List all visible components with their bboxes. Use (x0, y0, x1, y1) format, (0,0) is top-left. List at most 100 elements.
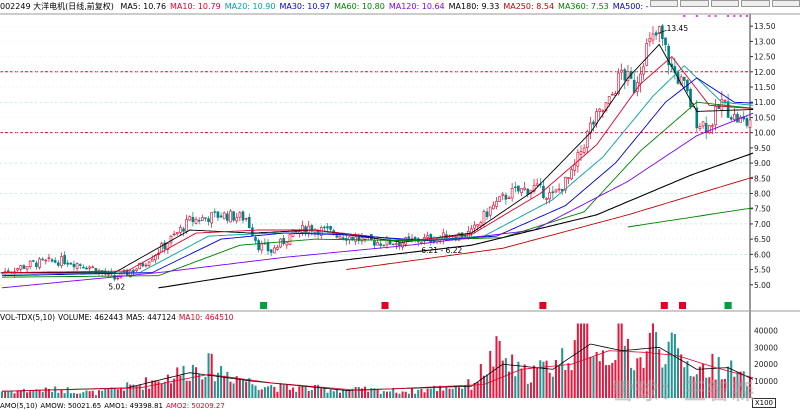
price-tick-label: 12.50 (754, 53, 776, 62)
volume-bar (16, 390, 19, 398)
candle-body (66, 262, 70, 265)
candle-body (513, 186, 517, 188)
volume-bar (323, 386, 326, 398)
volume-bar (342, 389, 345, 398)
candle-body (326, 226, 329, 229)
volume-bar (476, 382, 479, 398)
candle-body (288, 234, 292, 245)
volume-bar (104, 388, 107, 398)
volume-bar (479, 364, 482, 398)
candle-body (607, 96, 611, 104)
top-marker (727, 15, 730, 17)
volume-bar (529, 382, 532, 398)
volume-bar (248, 378, 251, 398)
volume-bar (489, 350, 492, 398)
candle-body (82, 267, 85, 269)
volume-legend-item-3: MA10: 464510 (178, 313, 234, 322)
volume-bar (698, 366, 701, 398)
volume-bar (32, 390, 35, 398)
volume-bar (670, 332, 673, 398)
volume-bar (263, 387, 266, 398)
candle-body (582, 147, 586, 153)
candle-body (401, 242, 404, 248)
candle-body (492, 204, 495, 210)
x100-label[interactable]: X100 (751, 398, 776, 408)
candle-body (413, 236, 417, 240)
volume-bar (201, 379, 204, 398)
candle-body (60, 256, 63, 266)
candle-body (623, 69, 627, 81)
candle-body (642, 66, 645, 75)
event-marker (260, 302, 268, 309)
top-marker (739, 15, 742, 17)
volume-bar (44, 387, 47, 398)
candle-body (485, 211, 489, 218)
candle-body (144, 264, 148, 267)
volume-bar (683, 367, 686, 398)
price-tick-label: 6.50 (754, 235, 771, 244)
candle-body (35, 262, 38, 268)
top-marker (745, 15, 748, 17)
volume-bar (376, 388, 379, 398)
candle-body (88, 266, 91, 269)
candle-body (72, 263, 76, 268)
candle-body (667, 45, 670, 66)
candle-body (745, 118, 749, 126)
candle-body (169, 235, 173, 244)
candle-body (341, 237, 345, 240)
candle-body (38, 258, 41, 268)
volume-bar (288, 389, 291, 398)
volume-bar (570, 370, 573, 398)
volume-bar (379, 393, 382, 398)
event-marker (381, 302, 389, 309)
volume-bar (717, 357, 720, 398)
volume-bar (160, 383, 163, 398)
volume-tick-label: 30000 (754, 343, 778, 352)
volume-bar (705, 377, 708, 398)
candle-body (654, 32, 658, 36)
ma-legend: MA5: 10.76 MA10: 10.79 MA20: 10.90 MA30: 10… (120, 2, 652, 11)
candle-body (645, 43, 649, 66)
volume-bar (592, 356, 595, 398)
volume-bar (123, 390, 126, 398)
candle-body (16, 268, 19, 271)
candle-body (210, 212, 214, 224)
volume-bar (132, 384, 135, 398)
volume-bar (617, 323, 620, 398)
volume-bar (526, 383, 529, 398)
candle-body (229, 210, 232, 223)
volume-bar (364, 386, 367, 398)
volume-bar (69, 393, 72, 398)
volume-bar (35, 389, 38, 398)
candle-body (301, 225, 304, 233)
candle-body (69, 262, 73, 265)
volume-bar (686, 361, 689, 398)
volume-bar (320, 388, 323, 398)
volume-bar (467, 379, 470, 398)
amount-legend-bar: AMO(5,10) AMOW: 50021.65 AMO1: 49398.81 AMO… (0, 402, 760, 410)
ma-legend-item-4: MA60: 10.80 (334, 2, 385, 11)
candle-body (163, 242, 167, 250)
volume-bar (47, 388, 50, 398)
volume-bar (736, 372, 739, 398)
candle-body (185, 219, 188, 232)
candle-body (266, 242, 270, 252)
volume-legend-item-2: MA5: 447124 (125, 313, 176, 322)
volume-bar (373, 388, 376, 398)
candle-body (391, 243, 395, 245)
candle-body (222, 212, 226, 220)
candle-body (172, 233, 176, 236)
volume-bar (501, 360, 504, 398)
ma-legend-item-1: MA10: 10.79 (170, 2, 221, 11)
volume-bar (492, 366, 495, 398)
candle-body (307, 225, 311, 233)
volume-bar (620, 323, 623, 398)
volume-tick-label: 10000 (754, 377, 778, 386)
volume-bar (148, 388, 151, 398)
candle-body (204, 217, 207, 219)
candle-body (598, 108, 602, 112)
volume-bar (642, 367, 645, 398)
volume-bar (727, 366, 730, 398)
volume-bar (623, 345, 626, 398)
volume-bar (392, 387, 395, 398)
